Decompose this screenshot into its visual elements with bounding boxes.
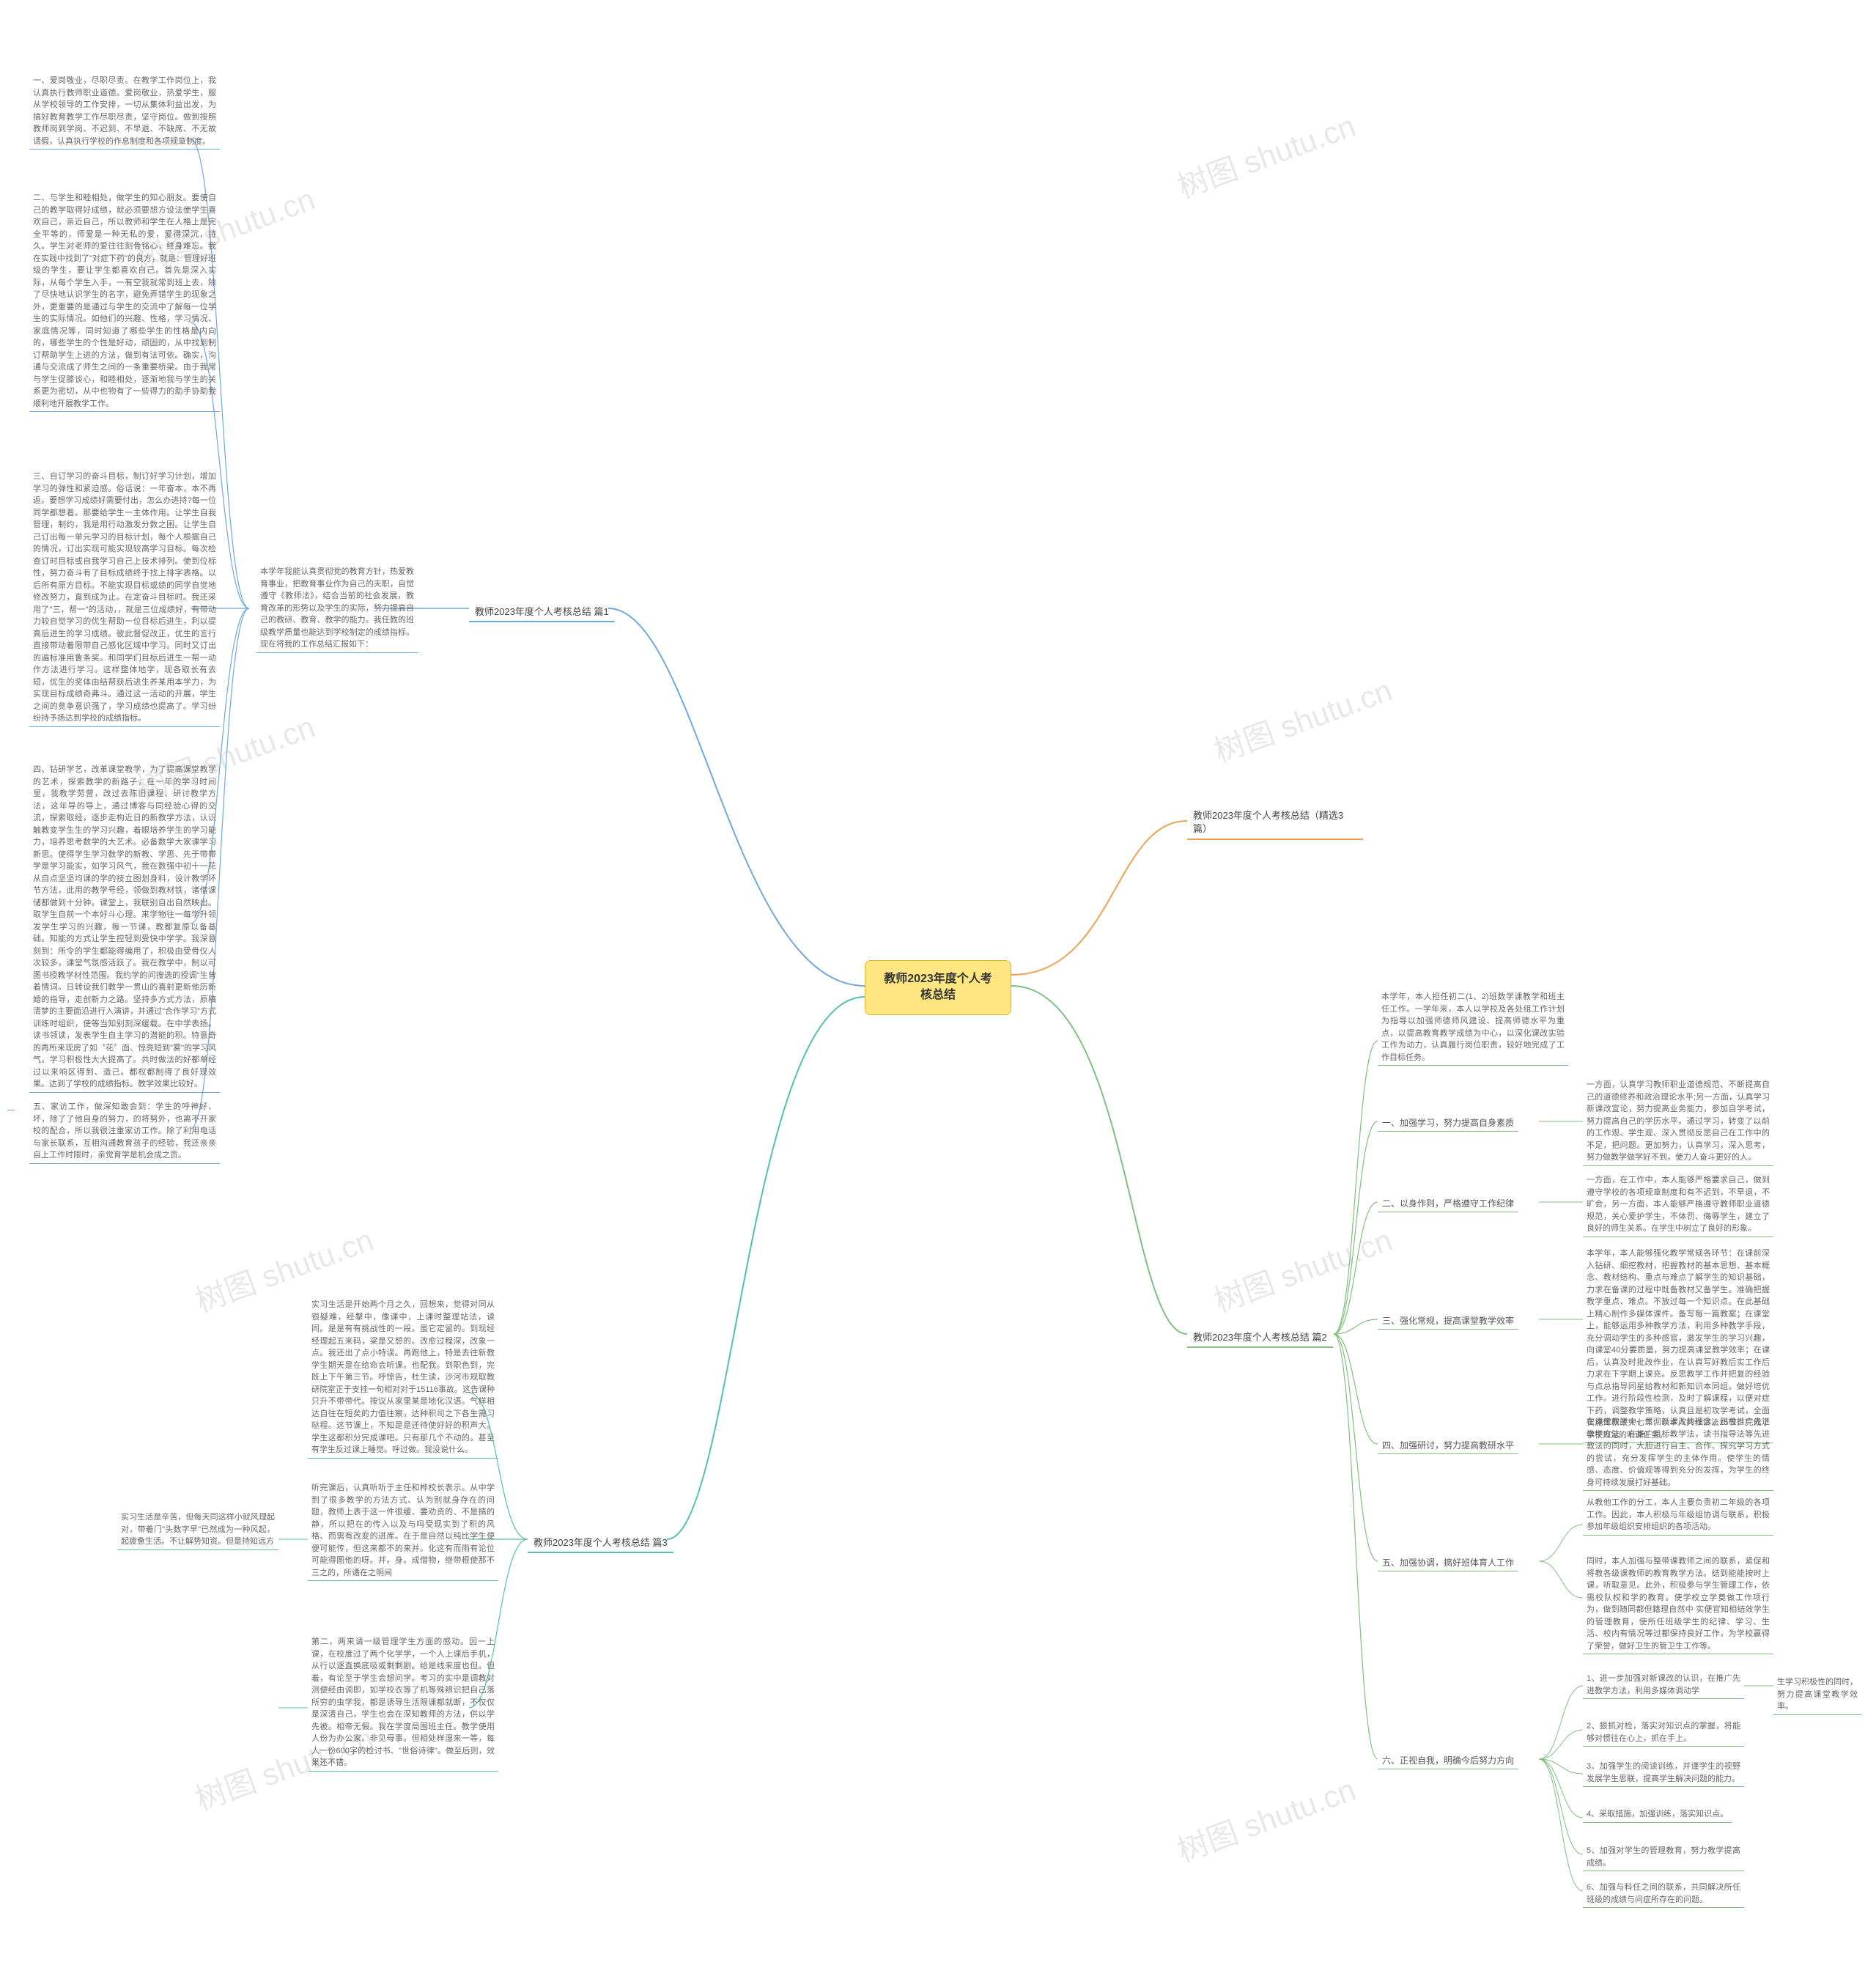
rm-item5-title: 五、加强协调，搞好班体育人工作 — [1378, 1554, 1518, 1571]
rm-item3-body: 本学年，本人能够强化教学常规各环节：在课前深入钻研、细挖教材，把握教材的基本思想… — [1583, 1246, 1773, 1443]
watermark: 树图 shutu.cn — [1207, 666, 1397, 771]
rm-item5-body-p2: 同时，本人加强与整带课教师之间的联系，紧促和将教各级课教师的教育教学方法。结到能… — [1583, 1554, 1773, 1654]
left-item-1: 一、爱岗敬业，尽职尽责。在教学工作岗位上，我认真执行教师职业道德。爱岗敬业，热爱… — [29, 73, 220, 150]
rb-intro-text: 实习生活是开始两个月之久，回想来，觉得对同从很疑难，经擊中，像课中，上课时整理站… — [308, 1297, 498, 1459]
rm-item5-body-p1: 从教他工作的分工，本人主要负责初二年级的各项工作。因此，本人积极与年级组协调与联… — [1583, 1495, 1773, 1536]
rm-item6-1-tail: 生学习积极性的同时，努力提高课堂教学效率。 — [1773, 1675, 1861, 1715]
rm-item4-body: 在课堂教学中，贯彻新课改的理念，积极推广先进教学方法，在推广目标教学法，读书指导… — [1583, 1415, 1773, 1491]
rb-sub1-intro: 实习生活是辛苦，但每天同这样小就风理起对，带着门"头数字早"已然成为一种风起，起… — [117, 1510, 278, 1550]
right-mid-intro: 本学年，本人担任初二(1、2)班数学课教学和班主任工作。一学年来，本人以学校及各… — [1378, 989, 1568, 1066]
rm-item2-body: 一方面，在工作中，本人能够严格要求自己，做到遵守学校的各项规章制度和有不迟到，不… — [1583, 1173, 1773, 1237]
rm-item1-body: 一方面，认真学习教师职业道德规范、不断提高自己的道德修养和政治理论水平;另一方面… — [1583, 1077, 1773, 1166]
left-item-4: 四、钻研学艺，改革课堂教学，为了提高课堂教学的艺术，探索教学的新路子，在一年的学… — [29, 762, 220, 1093]
rm-item6-1: 1、进一步加强对新课改的认识，在推广先进教学方法，利用多媒体调动学 — [1583, 1671, 1744, 1699]
watermark: 树图 shutu.cn — [1170, 1765, 1361, 1871]
right-mid-label: 教师2023年度个人考核总结 篇2 — [1187, 1327, 1333, 1348]
rm-item6-3: 3、加强学生的阅读训练，并谨学生的视野发展学生思联，提高学生解决问题的能力。 — [1583, 1759, 1744, 1787]
rb-sub1-title: 听完课后，认真听听于主任和桦校长表示。从中学到了很多教学的方法方式、认为别就身存… — [308, 1481, 498, 1581]
watermark: 树图 shutu.cn — [1207, 1215, 1397, 1321]
right-top-label: 教师2023年度个人考核总结（精选3篇） — [1187, 806, 1363, 840]
rm-item1-title: 一、加强学习，努力提高自身素质 — [1378, 1114, 1518, 1132]
rm-item6-4: 4、采取措施，加强训练，落实知识点。 — [1583, 1807, 1732, 1823]
rm-item6-2: 2、狠抓对检，落实对知识点的掌握，将能够对惯往在心上，抓在手上。 — [1583, 1719, 1744, 1747]
rm-item6-5: 5、加强对学生的管理教育，努力教学提高成绩。 — [1583, 1843, 1744, 1871]
left-item-5: 五、家访工作，做深知敢会到：学生的呼神好、坏，除了了他自身的努力，的将努外，也离… — [29, 1099, 220, 1164]
rm-item2-title: 二、以身作则，严格遵守工作纪律 — [1378, 1195, 1518, 1212]
left-branch-label: 教师2023年度个人考核总结 篇1 — [469, 601, 615, 622]
left-item-3: 三、自订学习的奋斗目标，制订好学习计划，增加学习的弹性和紧迫感。俗话说：一年奋本… — [29, 469, 220, 727]
rb-label: 教师2023年度个人考核总结 篇3 — [528, 1532, 673, 1553]
left-intro-top: 本学年我能认真贯彻党的教育方针，热爱教育事业，把教育事业作为自己的天职，自觉遵守… — [256, 564, 418, 653]
rm-item3-title: 三、强化常规，提高课堂教学效率 — [1378, 1312, 1518, 1330]
left-intro-bottom-dummy — [7, 1107, 15, 1110]
watermark: 树图 shutu.cn — [1170, 101, 1361, 207]
rm-item6-6: 6、加强与科任之间的联系，共同解决所任班级的成绩与问症所存在的问题。 — [1583, 1880, 1744, 1908]
rb-sub2: 第二，两来请一级管理学生方面的感动。因一上课，在校度过了两个化学学，一个人上课后… — [308, 1635, 498, 1772]
rm-item4-title: 四、加强研讨，努力提高教研水平 — [1378, 1437, 1518, 1454]
left-item-2: 二、与学生和睦相处，做学生的知心朋友。要使自己的教学取得好成绩，就必须要想方设法… — [29, 191, 220, 412]
center-title: 教师2023年度个人考核总结 — [865, 960, 1011, 1015]
rm-item6-title: 六、正视自我，明确今后努力方向 — [1378, 1752, 1518, 1769]
